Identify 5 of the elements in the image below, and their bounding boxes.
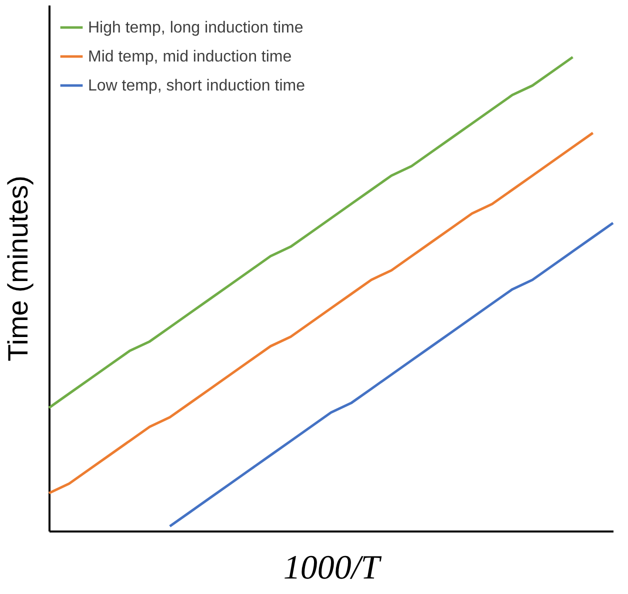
legend-label: Mid temp, mid induction time bbox=[88, 48, 292, 66]
x-axis-title: 1000/T bbox=[283, 550, 382, 586]
legend-label: Low temp, short induction time bbox=[88, 78, 306, 94]
y-axis-title: Time (minutes) bbox=[2, 176, 34, 362]
legend-label: High temp, long induction time bbox=[88, 20, 304, 36]
